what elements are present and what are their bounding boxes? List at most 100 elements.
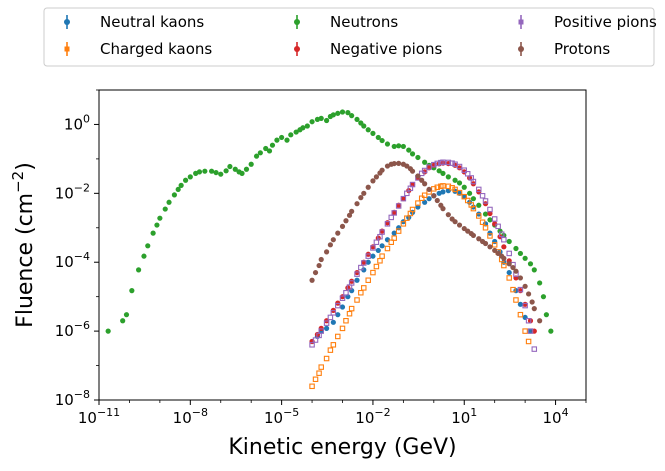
data-point xyxy=(440,159,446,165)
data-point xyxy=(239,170,245,176)
data-point xyxy=(487,244,493,250)
data-point xyxy=(434,197,440,204)
data-point xyxy=(482,240,489,247)
data-point xyxy=(370,245,376,251)
data-point xyxy=(409,181,416,188)
data-point xyxy=(452,186,458,193)
data-point xyxy=(540,294,547,300)
data-point xyxy=(223,168,229,174)
data-point xyxy=(391,235,397,241)
data-point xyxy=(335,302,341,309)
series-protons xyxy=(309,160,543,324)
axis-ticks: 10−11 10−8 10−5 10−2 101 10410−810−610−410−21… xyxy=(55,89,587,427)
data-point xyxy=(358,289,364,296)
data-point xyxy=(421,167,428,174)
data-point xyxy=(136,267,142,273)
data-point xyxy=(400,221,407,227)
data-point xyxy=(400,196,406,202)
data-point xyxy=(501,244,507,250)
data-point xyxy=(470,196,477,202)
legend-marker xyxy=(294,19,300,25)
data-point xyxy=(396,143,402,149)
data-point xyxy=(309,342,315,348)
data-point xyxy=(522,328,528,334)
data-point xyxy=(510,286,516,293)
data-point xyxy=(445,212,451,218)
data-point xyxy=(434,160,441,167)
legend-label: Charged kaons xyxy=(100,40,212,58)
data-point xyxy=(339,325,346,332)
data-point xyxy=(482,198,489,204)
data-point xyxy=(419,177,425,183)
data-point xyxy=(406,147,412,153)
data-point xyxy=(346,212,353,218)
data-point xyxy=(470,178,477,185)
data-point xyxy=(354,271,360,277)
data-point xyxy=(470,232,477,239)
data-point xyxy=(440,183,446,189)
data-point xyxy=(506,269,512,276)
data-point xyxy=(375,247,381,254)
data-point xyxy=(284,137,290,143)
data-point xyxy=(404,215,410,221)
data-point xyxy=(218,171,224,177)
data-point xyxy=(330,342,337,348)
data-point xyxy=(501,262,507,269)
data-point xyxy=(522,302,528,309)
data-point xyxy=(431,161,437,168)
data-point xyxy=(531,306,537,312)
x-tick-label: 101 xyxy=(451,406,477,427)
data-point xyxy=(513,297,519,303)
data-point xyxy=(318,115,324,121)
data-point xyxy=(312,269,319,276)
data-point xyxy=(391,210,397,216)
data-point xyxy=(418,195,425,201)
data-point xyxy=(487,230,493,236)
data-point xyxy=(330,319,336,325)
data-point xyxy=(339,304,346,310)
data-point xyxy=(476,202,482,208)
legend-item: Negative pions xyxy=(294,40,442,58)
y-tick-label: 10−6 xyxy=(55,319,90,340)
data-point xyxy=(123,312,130,318)
data-point xyxy=(309,119,315,125)
data-point xyxy=(318,256,324,263)
data-point xyxy=(445,183,452,190)
legend-item: Charged kaons xyxy=(64,40,212,58)
data-point xyxy=(358,195,364,201)
data-point xyxy=(365,184,371,190)
legend-label: Negative pions xyxy=(330,40,442,58)
data-point xyxy=(517,286,524,293)
data-point xyxy=(470,205,477,212)
data-point xyxy=(506,261,512,267)
data-point xyxy=(506,275,512,281)
data-point xyxy=(517,301,524,307)
data-point xyxy=(354,297,360,303)
data-point xyxy=(384,221,391,227)
data-point xyxy=(354,277,360,283)
data-point xyxy=(312,376,319,383)
data-point xyxy=(300,125,306,131)
data-point xyxy=(445,159,452,166)
data-point xyxy=(422,159,428,165)
data-point xyxy=(370,269,376,276)
data-point xyxy=(476,236,482,242)
data-point xyxy=(330,112,336,118)
data-point xyxy=(421,192,428,198)
data-point xyxy=(343,218,349,224)
data-point xyxy=(354,116,360,123)
data-point xyxy=(464,197,471,204)
data-point xyxy=(323,355,330,362)
data-point xyxy=(339,223,346,229)
data-point xyxy=(213,169,219,176)
data-point xyxy=(445,174,451,180)
data-point xyxy=(525,291,532,297)
data-point xyxy=(354,269,360,276)
data-point xyxy=(522,255,528,261)
data-point xyxy=(449,185,455,191)
data-point xyxy=(316,262,322,269)
data-point xyxy=(318,364,324,370)
data-point xyxy=(491,242,498,248)
data-point xyxy=(479,219,486,225)
